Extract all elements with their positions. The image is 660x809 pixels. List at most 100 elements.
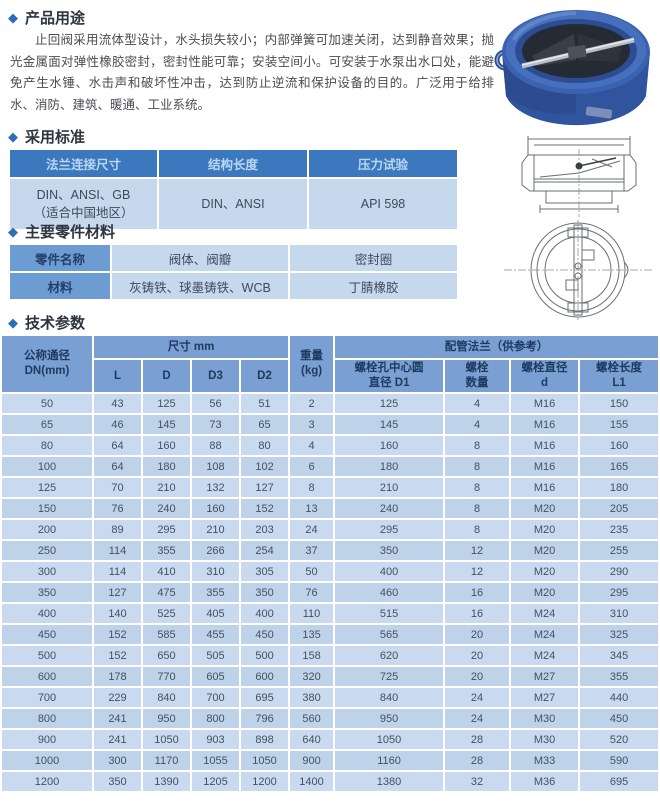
- table-cell: M16: [511, 478, 579, 497]
- section-title-usage: ◆ 产品用途: [8, 7, 85, 28]
- table-cell: 158: [290, 646, 334, 665]
- section-title-text: 主要零件材料: [25, 224, 116, 241]
- table-row: 1200 350 1390 1205 1200 1400 1380 32 M36 695: [2, 772, 659, 791]
- table-cell: 500: [241, 646, 289, 665]
- table-cell: M16: [511, 415, 579, 434]
- table-cell: 1160: [335, 751, 444, 770]
- table-cell: 114: [94, 562, 141, 581]
- table-cell: 355: [580, 667, 659, 686]
- table-cell: 950: [143, 709, 190, 728]
- table-cell: 178: [94, 667, 141, 686]
- valve-cross-section-drawing: [521, 136, 637, 217]
- diamond-icon: ◆: [8, 10, 18, 25]
- table-cell: 205: [580, 499, 659, 518]
- table-cell: 24: [445, 688, 510, 707]
- table-cell: 12: [445, 562, 510, 581]
- tech-header-dn: 公称通径 DN(mm): [2, 336, 92, 392]
- table-cell: 450: [580, 709, 659, 728]
- table-row: 800 241 950 800 796 560 950 24 M30 450: [2, 709, 659, 728]
- table-row: 250 114 355 266 254 37 350 12 M20 255: [2, 541, 659, 560]
- table-cell: 145: [335, 415, 444, 434]
- table-cell: 605: [192, 667, 239, 686]
- tech-header-size-group: 尺寸 mm: [94, 336, 289, 358]
- table-cell: 400: [335, 562, 444, 581]
- table-cell: 520: [580, 730, 659, 749]
- table-cell: 65: [2, 415, 92, 434]
- table-cell: 235: [580, 520, 659, 539]
- table-cell: 8: [445, 436, 510, 455]
- table-cell: 160: [192, 499, 239, 518]
- table-cell: 350: [2, 583, 92, 602]
- table-cell: 840: [143, 688, 190, 707]
- table-cell: 46: [94, 415, 141, 434]
- table-row: 900 241 1050 903 898 640 1050 28 M30 520: [2, 730, 659, 749]
- table-cell: 640: [290, 730, 334, 749]
- table-cell: 1050: [143, 730, 190, 749]
- section-title-text: 产品用途: [25, 10, 86, 27]
- table-cell: 51: [241, 394, 289, 413]
- table-cell: 900: [2, 730, 92, 749]
- table-cell: 800: [192, 709, 239, 728]
- table-cell: 695: [241, 688, 289, 707]
- table-cell: 64: [94, 436, 141, 455]
- table-cell: 56: [192, 394, 239, 413]
- table-cell: 840: [335, 688, 444, 707]
- table-cell: 295: [335, 520, 444, 539]
- valve-front-view-drawing: [504, 220, 654, 320]
- table-cell: 796: [241, 709, 289, 728]
- table-cell: 114: [94, 541, 141, 560]
- table-cell: 770: [143, 667, 190, 686]
- table-cell: 8: [445, 520, 510, 539]
- table-cell: 20: [445, 646, 510, 665]
- table-cell: 1050: [241, 751, 289, 770]
- table-cell: 1400: [290, 772, 334, 791]
- table-cell: 50: [2, 394, 92, 413]
- table-cell: 145: [143, 415, 190, 434]
- table-cell: 1055: [192, 751, 239, 770]
- table-cell: 380: [290, 688, 334, 707]
- table-cell: 4: [445, 394, 510, 413]
- table-cell: 37: [290, 541, 334, 560]
- table-cell: 70: [94, 478, 141, 497]
- table-cell: 355: [192, 583, 239, 602]
- table-cell: 505: [192, 646, 239, 665]
- table-cell: M30: [511, 730, 579, 749]
- table-cell: 110: [290, 604, 334, 623]
- table-row: 700 229 840 700 695 380 840 24 M27 440: [2, 688, 659, 707]
- table-cell: 725: [335, 667, 444, 686]
- table-row: 50 43 125 56 51 2 125 4 M16 150: [2, 394, 659, 413]
- table-cell: 700: [2, 688, 92, 707]
- table-cell: 180: [143, 457, 190, 476]
- table-cell: 300: [94, 751, 141, 770]
- table-cell: 600: [2, 667, 92, 686]
- table-cell: 125: [143, 394, 190, 413]
- table-cell: 4: [290, 436, 334, 455]
- table-cell: 250: [2, 541, 92, 560]
- table-cell: M36: [511, 772, 579, 791]
- section-title-materials: ◆ 主要零件材料: [8, 221, 115, 242]
- table-cell: 16: [445, 583, 510, 602]
- table-cell: 1170: [143, 751, 190, 770]
- table-cell: 152: [94, 646, 141, 665]
- table-cell: 1050: [335, 730, 444, 749]
- table-cell: M16: [511, 394, 579, 413]
- table-cell: 950: [335, 709, 444, 728]
- tech-header-bolt-dia: 螺栓直径 d: [511, 360, 579, 392]
- table-cell: 898: [241, 730, 289, 749]
- table-cell: 24: [290, 520, 334, 539]
- table-cell: 400: [241, 604, 289, 623]
- table-cell: 80: [2, 436, 92, 455]
- table-cell: 2: [290, 394, 334, 413]
- table-cell: 4: [445, 415, 510, 434]
- table-cell: M20: [511, 562, 579, 581]
- table-cell: 1390: [143, 772, 190, 791]
- table-row: 100 64 180 108 102 6 180 8 M16 165: [2, 457, 659, 476]
- table-cell: 450: [241, 625, 289, 644]
- table-cell: 28: [445, 730, 510, 749]
- table-cell: 1000: [2, 751, 92, 770]
- table-cell: 300: [2, 562, 92, 581]
- table-row: 材料 灰铸铁、球墨铸铁、WCB 丁腈橡胶: [10, 273, 457, 299]
- table-cell: 800: [2, 709, 92, 728]
- table-cell: 255: [580, 541, 659, 560]
